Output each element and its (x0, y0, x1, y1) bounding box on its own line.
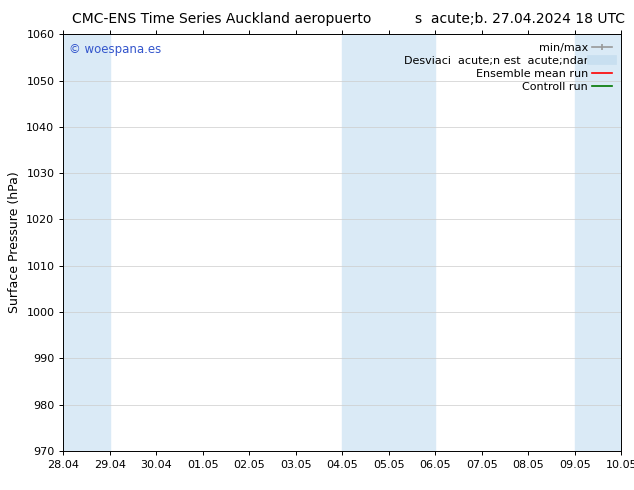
Legend: min/max, Desviaci  acute;n est  acute;ndar, Ensemble mean run, Controll run: min/max, Desviaci acute;n est acute;ndar… (400, 40, 616, 95)
Text: © woespana.es: © woespana.es (69, 43, 161, 56)
Text: s  acute;b. 27.04.2024 18 UTC: s acute;b. 27.04.2024 18 UTC (415, 12, 625, 26)
Bar (575, 34, 621, 451)
Y-axis label: Surface Pressure (hPa): Surface Pressure (hPa) (8, 172, 21, 314)
Text: CMC-ENS Time Series Auckland aeropuerto: CMC-ENS Time Series Auckland aeropuerto (72, 12, 372, 26)
Bar (63, 34, 110, 451)
Bar (342, 34, 436, 451)
